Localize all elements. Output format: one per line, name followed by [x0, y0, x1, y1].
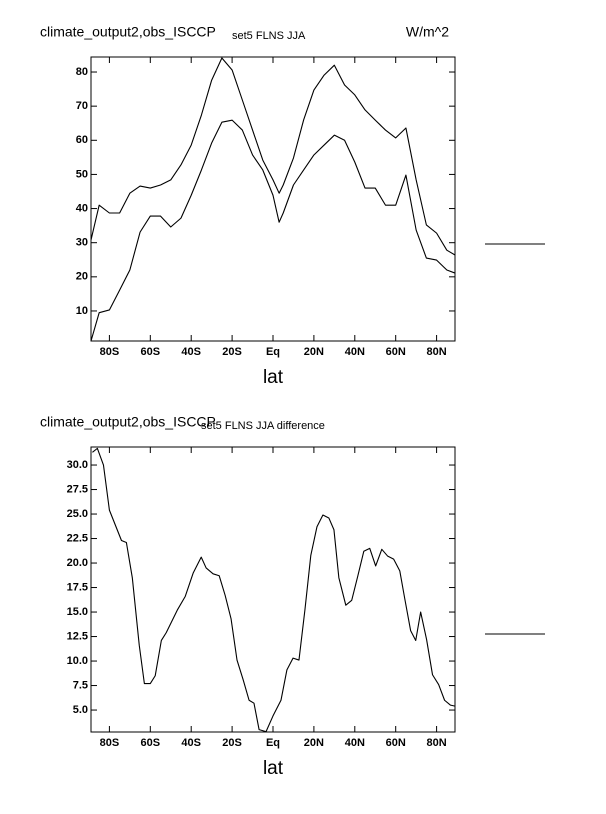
x-tick-label: 60N: [386, 346, 406, 358]
y-tick-label: 30.0: [67, 459, 88, 471]
y-tick-label: 10.0: [67, 655, 88, 667]
chart-subtitle: set5 FLNS JJA: [232, 30, 306, 42]
data-line: [92, 447, 456, 733]
y-tick-label: 7.5: [73, 679, 88, 691]
x-tick-label: 20N: [304, 346, 324, 358]
data-line: [90, 119, 456, 342]
chart-subtitle: set5 FLNS JJA difference: [201, 420, 325, 432]
x-tick-label: 40N: [345, 346, 365, 358]
x-tick-label: Eq: [266, 737, 280, 749]
chart-title: climate_output2,obs_ISCCP: [40, 414, 216, 430]
y-tick-label: 22.5: [67, 532, 88, 544]
x-tick-label: Eq: [266, 346, 280, 358]
x-tick-label: 80S: [100, 346, 120, 358]
x-tick-label: 20S: [222, 737, 242, 749]
units-label: W/m^2: [406, 24, 449, 40]
x-tick-label: 60N: [386, 737, 406, 749]
y-tick-label: 25.0: [67, 508, 88, 520]
y-tick-label: 10: [76, 305, 88, 317]
y-tick-label: 30: [76, 237, 88, 249]
y-tick-label: 15.0: [67, 606, 88, 618]
y-tick-label: 17.5: [67, 581, 88, 593]
x-tick-label: 80N: [427, 737, 447, 749]
x-tick-label: 60S: [141, 737, 161, 749]
y-tick-label: 12.5: [67, 630, 88, 642]
x-tick-label: 40S: [181, 346, 201, 358]
y-tick-label: 27.5: [67, 483, 88, 495]
y-tick-label: 60: [76, 134, 88, 146]
x-tick-label: 80N: [427, 346, 447, 358]
x-tick-label: 80S: [100, 737, 120, 749]
y-tick-label: 70: [76, 100, 88, 112]
chart-title: climate_output2,obs_ISCCP: [40, 24, 216, 40]
y-tick-label: 20: [76, 271, 88, 283]
x-tick-label: 20S: [222, 346, 242, 358]
data-line: [90, 57, 456, 256]
y-tick-label: 40: [76, 202, 88, 214]
x-tick-label: 40N: [345, 737, 365, 749]
y-tick-label: 5.0: [73, 704, 88, 716]
y-tick-label: 80: [76, 66, 88, 78]
x-tick-label: 60S: [141, 346, 161, 358]
x-axis-label: lat: [263, 758, 284, 779]
x-tick-label: 40S: [181, 737, 201, 749]
y-tick-label: 20.0: [67, 557, 88, 569]
x-axis-label: lat: [263, 367, 284, 388]
y-tick-label: 50: [76, 168, 88, 180]
x-tick-label: 20N: [304, 737, 324, 749]
